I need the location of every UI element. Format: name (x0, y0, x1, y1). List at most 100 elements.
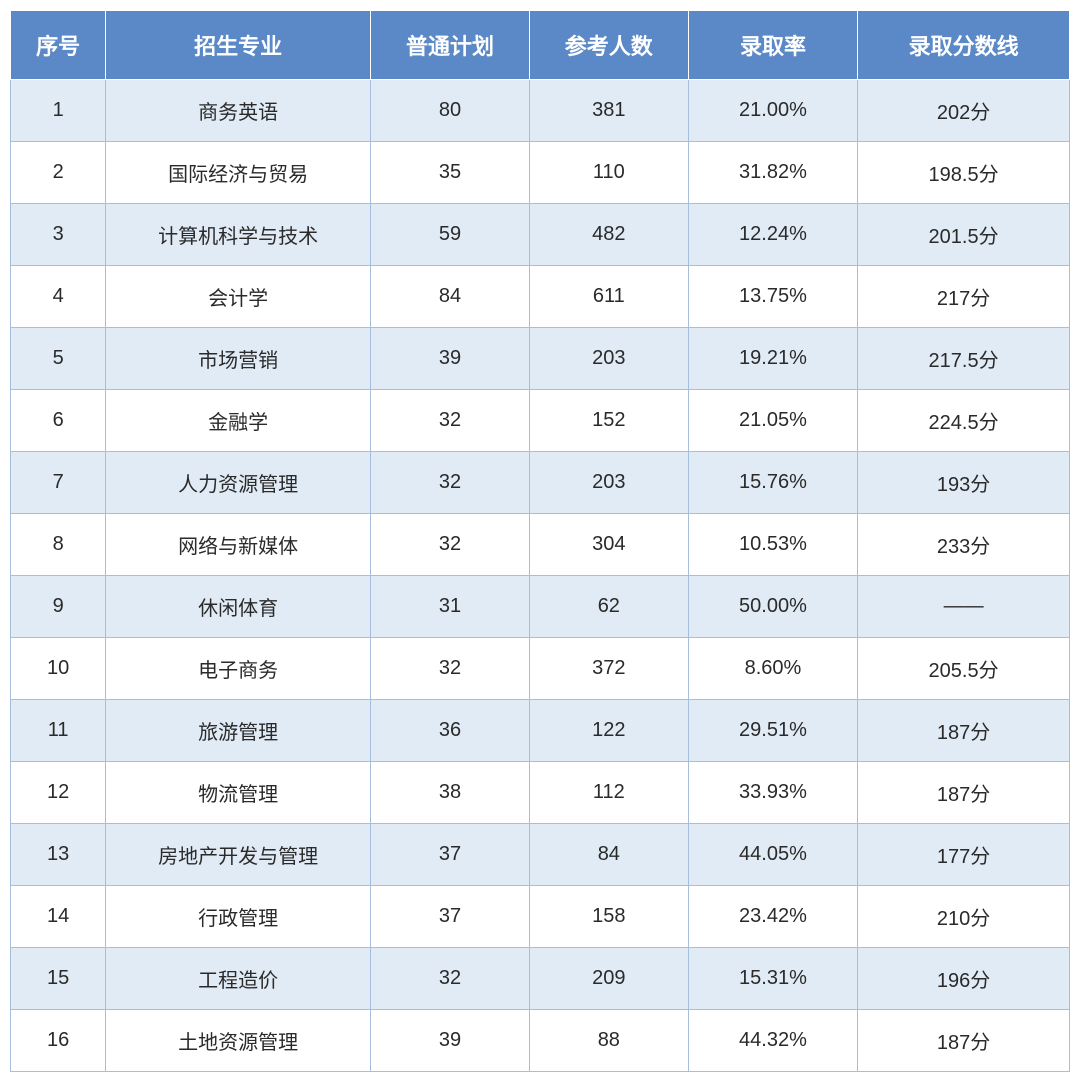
table-cell: 15.76% (688, 452, 857, 514)
table-row: 15工程造价3220915.31%196分 (11, 948, 1070, 1010)
table-cell: 休闲体育 (106, 576, 371, 638)
table-cell: 177分 (858, 824, 1070, 886)
table-cell: 224.5分 (858, 390, 1070, 452)
col-header-rate: 录取率 (688, 11, 857, 80)
table-cell: 59 (371, 204, 530, 266)
table-cell: 旅游管理 (106, 700, 371, 762)
table-cell: 商务英语 (106, 80, 371, 142)
table-cell: 205.5分 (858, 638, 1070, 700)
table-cell: 1 (11, 80, 106, 142)
table-row: 10电子商务323728.60%205.5分 (11, 638, 1070, 700)
table-row: 8网络与新媒体3230410.53%233分 (11, 514, 1070, 576)
table-cell: 158 (529, 886, 688, 948)
table-body: 1商务英语8038121.00%202分2国际经济与贸易3511031.82%1… (11, 80, 1070, 1072)
table-cell: 196分 (858, 948, 1070, 1010)
table-cell: 16 (11, 1010, 106, 1072)
col-header-major: 招生专业 (106, 11, 371, 80)
table-cell: 33.93% (688, 762, 857, 824)
table-cell: 84 (371, 266, 530, 328)
table-cell: 39 (371, 328, 530, 390)
table-cell: 32 (371, 514, 530, 576)
table-cell: 房地产开发与管理 (106, 824, 371, 886)
table-row: 4会计学8461113.75%217分 (11, 266, 1070, 328)
table-cell: 122 (529, 700, 688, 762)
table-cell: 电子商务 (106, 638, 371, 700)
table-cell: 62 (529, 576, 688, 638)
table-cell: 29.51% (688, 700, 857, 762)
table-cell: 203 (529, 328, 688, 390)
table-cell: 187分 (858, 1010, 1070, 1072)
table-row: 1商务英语8038121.00%202分 (11, 80, 1070, 142)
table-cell: 物流管理 (106, 762, 371, 824)
table-cell: 37 (371, 886, 530, 948)
table-cell: 2 (11, 142, 106, 204)
table-cell: 19.21% (688, 328, 857, 390)
table-header-row: 序号 招生专业 普通计划 参考人数 录取率 录取分数线 (11, 11, 1070, 80)
table-cell: 31 (371, 576, 530, 638)
table-cell: 13 (11, 824, 106, 886)
table-cell: 11 (11, 700, 106, 762)
table-cell: 217.5分 (858, 328, 1070, 390)
table-cell: 112 (529, 762, 688, 824)
table-cell: 304 (529, 514, 688, 576)
col-header-seq: 序号 (11, 11, 106, 80)
table-cell: 44.32% (688, 1010, 857, 1072)
table-cell: 32 (371, 390, 530, 452)
table-cell: 187分 (858, 700, 1070, 762)
table-cell: 37 (371, 824, 530, 886)
table-cell: 39 (371, 1010, 530, 1072)
col-header-score: 录取分数线 (858, 11, 1070, 80)
table-cell: 36 (371, 700, 530, 762)
admissions-table: 序号 招生专业 普通计划 参考人数 录取率 录取分数线 1商务英语8038121… (10, 10, 1070, 1072)
table-cell: 203 (529, 452, 688, 514)
table-cell: 202分 (858, 80, 1070, 142)
table-row: 13房地产开发与管理378444.05%177分 (11, 824, 1070, 886)
table-cell: 工程造价 (106, 948, 371, 1010)
table-cell: —— (858, 576, 1070, 638)
table-cell: 网络与新媒体 (106, 514, 371, 576)
table-row: 7人力资源管理3220315.76%193分 (11, 452, 1070, 514)
table-cell: 计算机科学与技术 (106, 204, 371, 266)
table-cell: 国际经济与贸易 (106, 142, 371, 204)
table-cell: 5 (11, 328, 106, 390)
table-cell: 10 (11, 638, 106, 700)
table-cell: 21.05% (688, 390, 857, 452)
table-row: 3计算机科学与技术5948212.24%201.5分 (11, 204, 1070, 266)
table-cell: 行政管理 (106, 886, 371, 948)
table-row: 5市场营销3920319.21%217.5分 (11, 328, 1070, 390)
table-cell: 193分 (858, 452, 1070, 514)
table-cell: 32 (371, 948, 530, 1010)
table-cell: 187分 (858, 762, 1070, 824)
table-cell: 6 (11, 390, 106, 452)
table-cell: 35 (371, 142, 530, 204)
table-cell: 13.75% (688, 266, 857, 328)
table-row: 6金融学3215221.05%224.5分 (11, 390, 1070, 452)
table-cell: 土地资源管理 (106, 1010, 371, 1072)
table-row: 14行政管理3715823.42%210分 (11, 886, 1070, 948)
table-cell: 会计学 (106, 266, 371, 328)
table-cell: 381 (529, 80, 688, 142)
table-cell: 88 (529, 1010, 688, 1072)
table-cell: 21.00% (688, 80, 857, 142)
table-row: 16土地资源管理398844.32%187分 (11, 1010, 1070, 1072)
table-cell: 50.00% (688, 576, 857, 638)
table-cell: 372 (529, 638, 688, 700)
table-cell: 10.53% (688, 514, 857, 576)
table-cell: 12.24% (688, 204, 857, 266)
table-cell: 44.05% (688, 824, 857, 886)
table-cell: 32 (371, 638, 530, 700)
table-cell: 201.5分 (858, 204, 1070, 266)
table-cell: 233分 (858, 514, 1070, 576)
table-cell: 80 (371, 80, 530, 142)
table-cell: 14 (11, 886, 106, 948)
table-cell: 7 (11, 452, 106, 514)
table-cell: 人力资源管理 (106, 452, 371, 514)
table-cell: 3 (11, 204, 106, 266)
table-cell: 8 (11, 514, 106, 576)
table-row: 11旅游管理3612229.51%187分 (11, 700, 1070, 762)
table-cell: 市场营销 (106, 328, 371, 390)
table-cell: 9 (11, 576, 106, 638)
col-header-plan: 普通计划 (371, 11, 530, 80)
table-row: 12物流管理3811233.93%187分 (11, 762, 1070, 824)
table-cell: 32 (371, 452, 530, 514)
